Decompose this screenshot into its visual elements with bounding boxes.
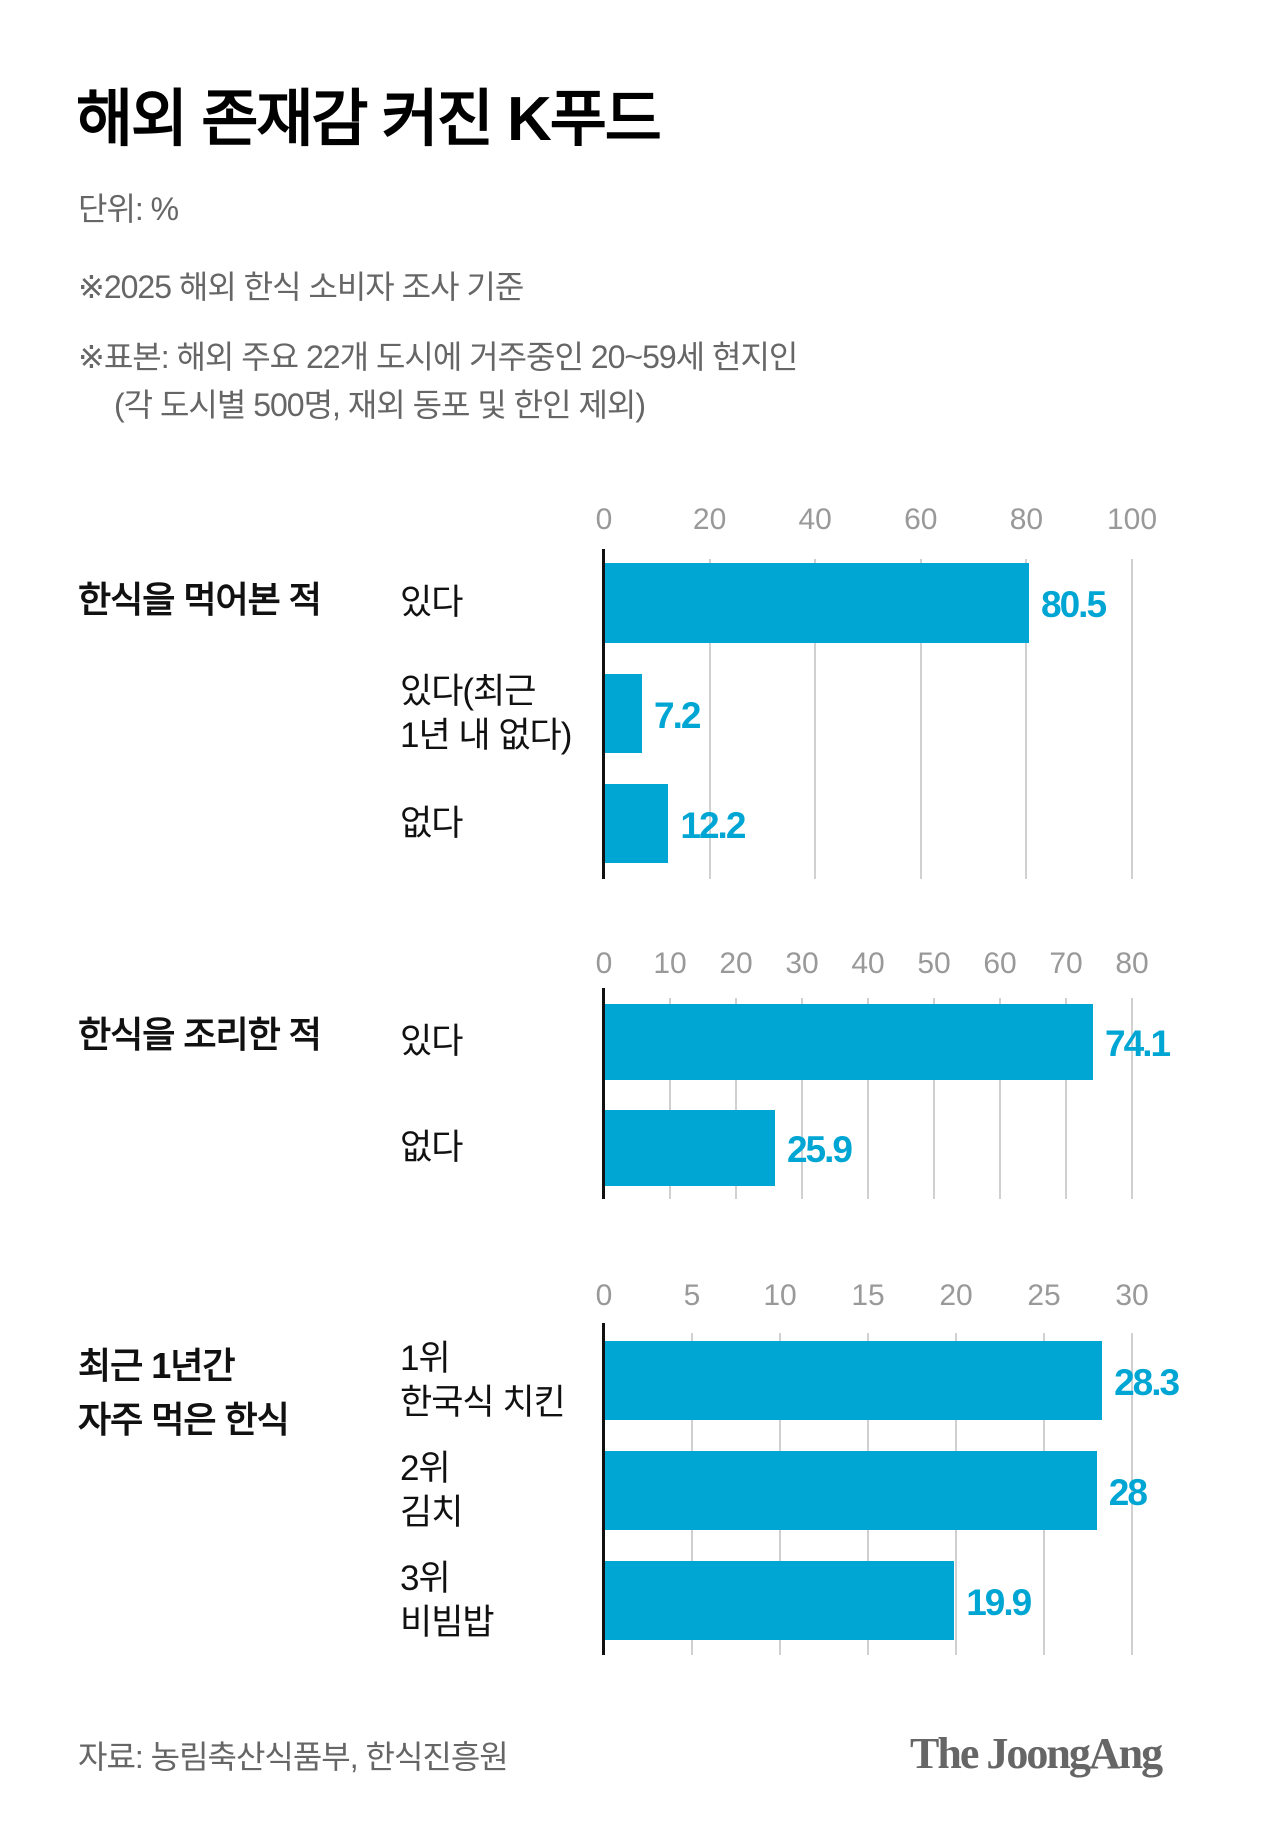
tick-label: 40	[851, 947, 885, 980]
gridline	[1131, 1333, 1133, 1655]
axis-line	[602, 549, 605, 879]
gridline	[999, 998, 1001, 1199]
section-label: 최근 1년간	[78, 1345, 236, 1386]
category-label-line: 한국식 치킨	[400, 1382, 566, 1422]
gridline	[708, 559, 711, 879]
category-label-line: 있다(최근	[400, 671, 536, 711]
tick-label: 80	[1115, 947, 1149, 980]
category-label-line: 없다	[400, 803, 463, 843]
category-label-line: 2위	[400, 1448, 451, 1488]
bar	[604, 1561, 955, 1640]
tick-label: 30	[1115, 1279, 1149, 1312]
tick-label: 50	[917, 947, 951, 980]
tick-label: 25	[1027, 1279, 1061, 1312]
tick-label: 60	[904, 503, 938, 536]
category-label-line: 비빔밥	[400, 1602, 495, 1642]
note-survey: ※2025 해외 한식 소비자 조사 기준	[78, 269, 524, 305]
bar	[604, 1341, 1103, 1420]
source-note: 자료: 농림축산식품부, 한식진흥원	[78, 1739, 509, 1775]
tick-label: 60	[983, 947, 1017, 980]
gridline	[669, 998, 671, 1199]
category-label-line: 있다	[400, 583, 463, 622]
gridline	[1131, 998, 1133, 1199]
unit-label: 단위: %	[78, 191, 179, 227]
bar	[604, 674, 643, 753]
axis-line	[602, 1323, 605, 1655]
section-label: 한식을 먹어본 적	[78, 579, 322, 620]
category-label: 1위 한국식 치킨	[400, 1337, 566, 1425]
tick-label: 10	[653, 947, 687, 980]
category-label-line: 있다	[400, 1022, 463, 1061]
gridline	[1025, 559, 1028, 879]
category-label-line: 1위	[400, 1338, 451, 1378]
tick-label: 5	[683, 1279, 701, 1312]
category-label-line: 1년 내 없다)	[400, 715, 572, 755]
axis-line	[602, 988, 605, 1199]
category-label-line: 3위	[400, 1558, 451, 1598]
tick-label: 20	[939, 1279, 973, 1312]
gridline	[867, 998, 869, 1199]
value-label: 28	[1108, 1471, 1148, 1513]
tick-label: 10	[763, 1279, 797, 1312]
category-label: 3위 비빔밥	[400, 1557, 495, 1645]
chart-title: 해외 존재감 커진 K푸드	[76, 85, 662, 154]
category-label-line: 김치	[400, 1492, 463, 1532]
tick-label: 0	[595, 1279, 613, 1312]
gridline	[1131, 559, 1133, 879]
bar	[604, 1110, 775, 1186]
gridline	[814, 559, 817, 879]
note-sample-detail: (각 도시별 500명, 재외 동포 및 한인 제외)	[114, 387, 646, 423]
publisher-logo: The JoongAng	[910, 1729, 1163, 1778]
bar	[604, 1004, 1094, 1080]
value-label: 7.2	[654, 694, 701, 736]
tick-label: 20	[719, 947, 753, 980]
value-label: 80.5	[1041, 584, 1107, 625]
section-label: 한식을 조리한 적	[78, 1014, 322, 1055]
category-label-line: 없다	[400, 1128, 463, 1167]
category-label: 없다	[400, 802, 463, 846]
section-label: 자주 먹은 한식	[78, 1399, 290, 1440]
gridline	[801, 998, 803, 1199]
value-label: 12.2	[680, 804, 746, 846]
bar	[604, 1451, 1097, 1530]
tick-label: 30	[785, 947, 819, 980]
category-label: 있다(최근 1년 내 없다)	[400, 670, 572, 758]
tick-label: 80	[1009, 503, 1044, 536]
bar	[604, 563, 1030, 643]
gridline	[933, 998, 935, 1199]
tick-label: 40	[798, 503, 832, 536]
gridline	[1065, 998, 1067, 1199]
value-label: 19.9	[966, 1581, 1032, 1623]
value-label: 28.3	[1114, 1361, 1180, 1403]
tick-label: 70	[1049, 947, 1083, 980]
bar	[604, 784, 669, 863]
category-label: 2위 김치	[400, 1447, 463, 1535]
tick-label: 0	[595, 947, 613, 980]
tick-label: 100	[1106, 503, 1158, 536]
gridline	[735, 998, 737, 1199]
value-label: 25.9	[786, 1129, 853, 1170]
gridline	[919, 559, 922, 879]
value-label: 74.1	[1105, 1023, 1171, 1064]
tick-label: 0	[595, 503, 613, 536]
tick-label: 15	[851, 1279, 885, 1312]
tick-label: 20	[692, 503, 727, 536]
category-label: 없다	[400, 1126, 463, 1170]
category-label: 있다	[400, 581, 463, 625]
category-label: 있다	[400, 1020, 463, 1064]
note-sample: ※표본: 해외 주요 22개 도시에 거주중인 20~59세 현지인	[78, 339, 798, 375]
